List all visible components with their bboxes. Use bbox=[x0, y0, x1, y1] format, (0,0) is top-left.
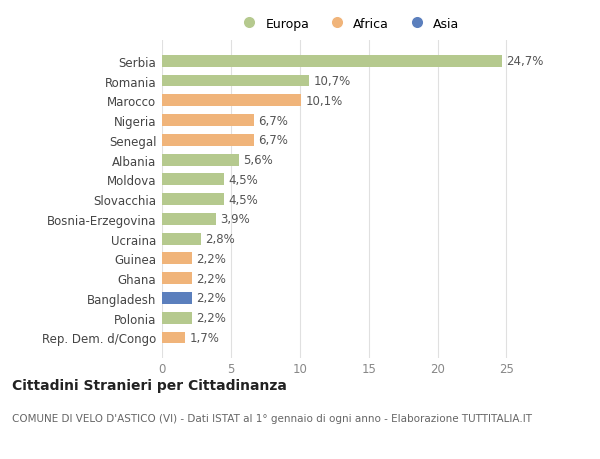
Legend: Europa, Africa, Asia: Europa, Africa, Asia bbox=[232, 13, 464, 36]
Bar bbox=[162, 174, 224, 186]
Bar bbox=[162, 95, 301, 107]
Bar bbox=[162, 253, 193, 265]
Bar bbox=[162, 213, 216, 225]
Bar bbox=[162, 292, 193, 304]
Text: 2,8%: 2,8% bbox=[205, 233, 235, 246]
Bar bbox=[162, 273, 193, 285]
Text: 10,1%: 10,1% bbox=[305, 95, 343, 107]
Bar bbox=[162, 134, 254, 146]
Text: 2,2%: 2,2% bbox=[196, 292, 226, 305]
Bar bbox=[162, 75, 310, 87]
Bar bbox=[162, 194, 224, 206]
Bar bbox=[162, 154, 239, 166]
Text: 5,6%: 5,6% bbox=[243, 154, 273, 167]
Text: 4,5%: 4,5% bbox=[228, 193, 258, 206]
Text: 6,7%: 6,7% bbox=[259, 114, 289, 127]
Text: 1,7%: 1,7% bbox=[190, 331, 220, 344]
Text: 4,5%: 4,5% bbox=[228, 174, 258, 186]
Bar bbox=[162, 115, 254, 127]
Bar bbox=[162, 56, 502, 67]
Text: 6,7%: 6,7% bbox=[259, 134, 289, 147]
Text: 24,7%: 24,7% bbox=[506, 55, 544, 68]
Bar bbox=[162, 312, 193, 324]
Text: Cittadini Stranieri per Cittadinanza: Cittadini Stranieri per Cittadinanza bbox=[12, 379, 287, 392]
Text: 10,7%: 10,7% bbox=[314, 75, 351, 88]
Bar bbox=[162, 332, 185, 344]
Text: 2,2%: 2,2% bbox=[196, 312, 226, 325]
Text: 2,2%: 2,2% bbox=[196, 252, 226, 265]
Text: COMUNE DI VELO D'ASTICO (VI) - Dati ISTAT al 1° gennaio di ogni anno - Elaborazi: COMUNE DI VELO D'ASTICO (VI) - Dati ISTA… bbox=[12, 413, 532, 423]
Bar bbox=[162, 233, 200, 245]
Text: 3,9%: 3,9% bbox=[220, 213, 250, 226]
Text: 2,2%: 2,2% bbox=[196, 272, 226, 285]
